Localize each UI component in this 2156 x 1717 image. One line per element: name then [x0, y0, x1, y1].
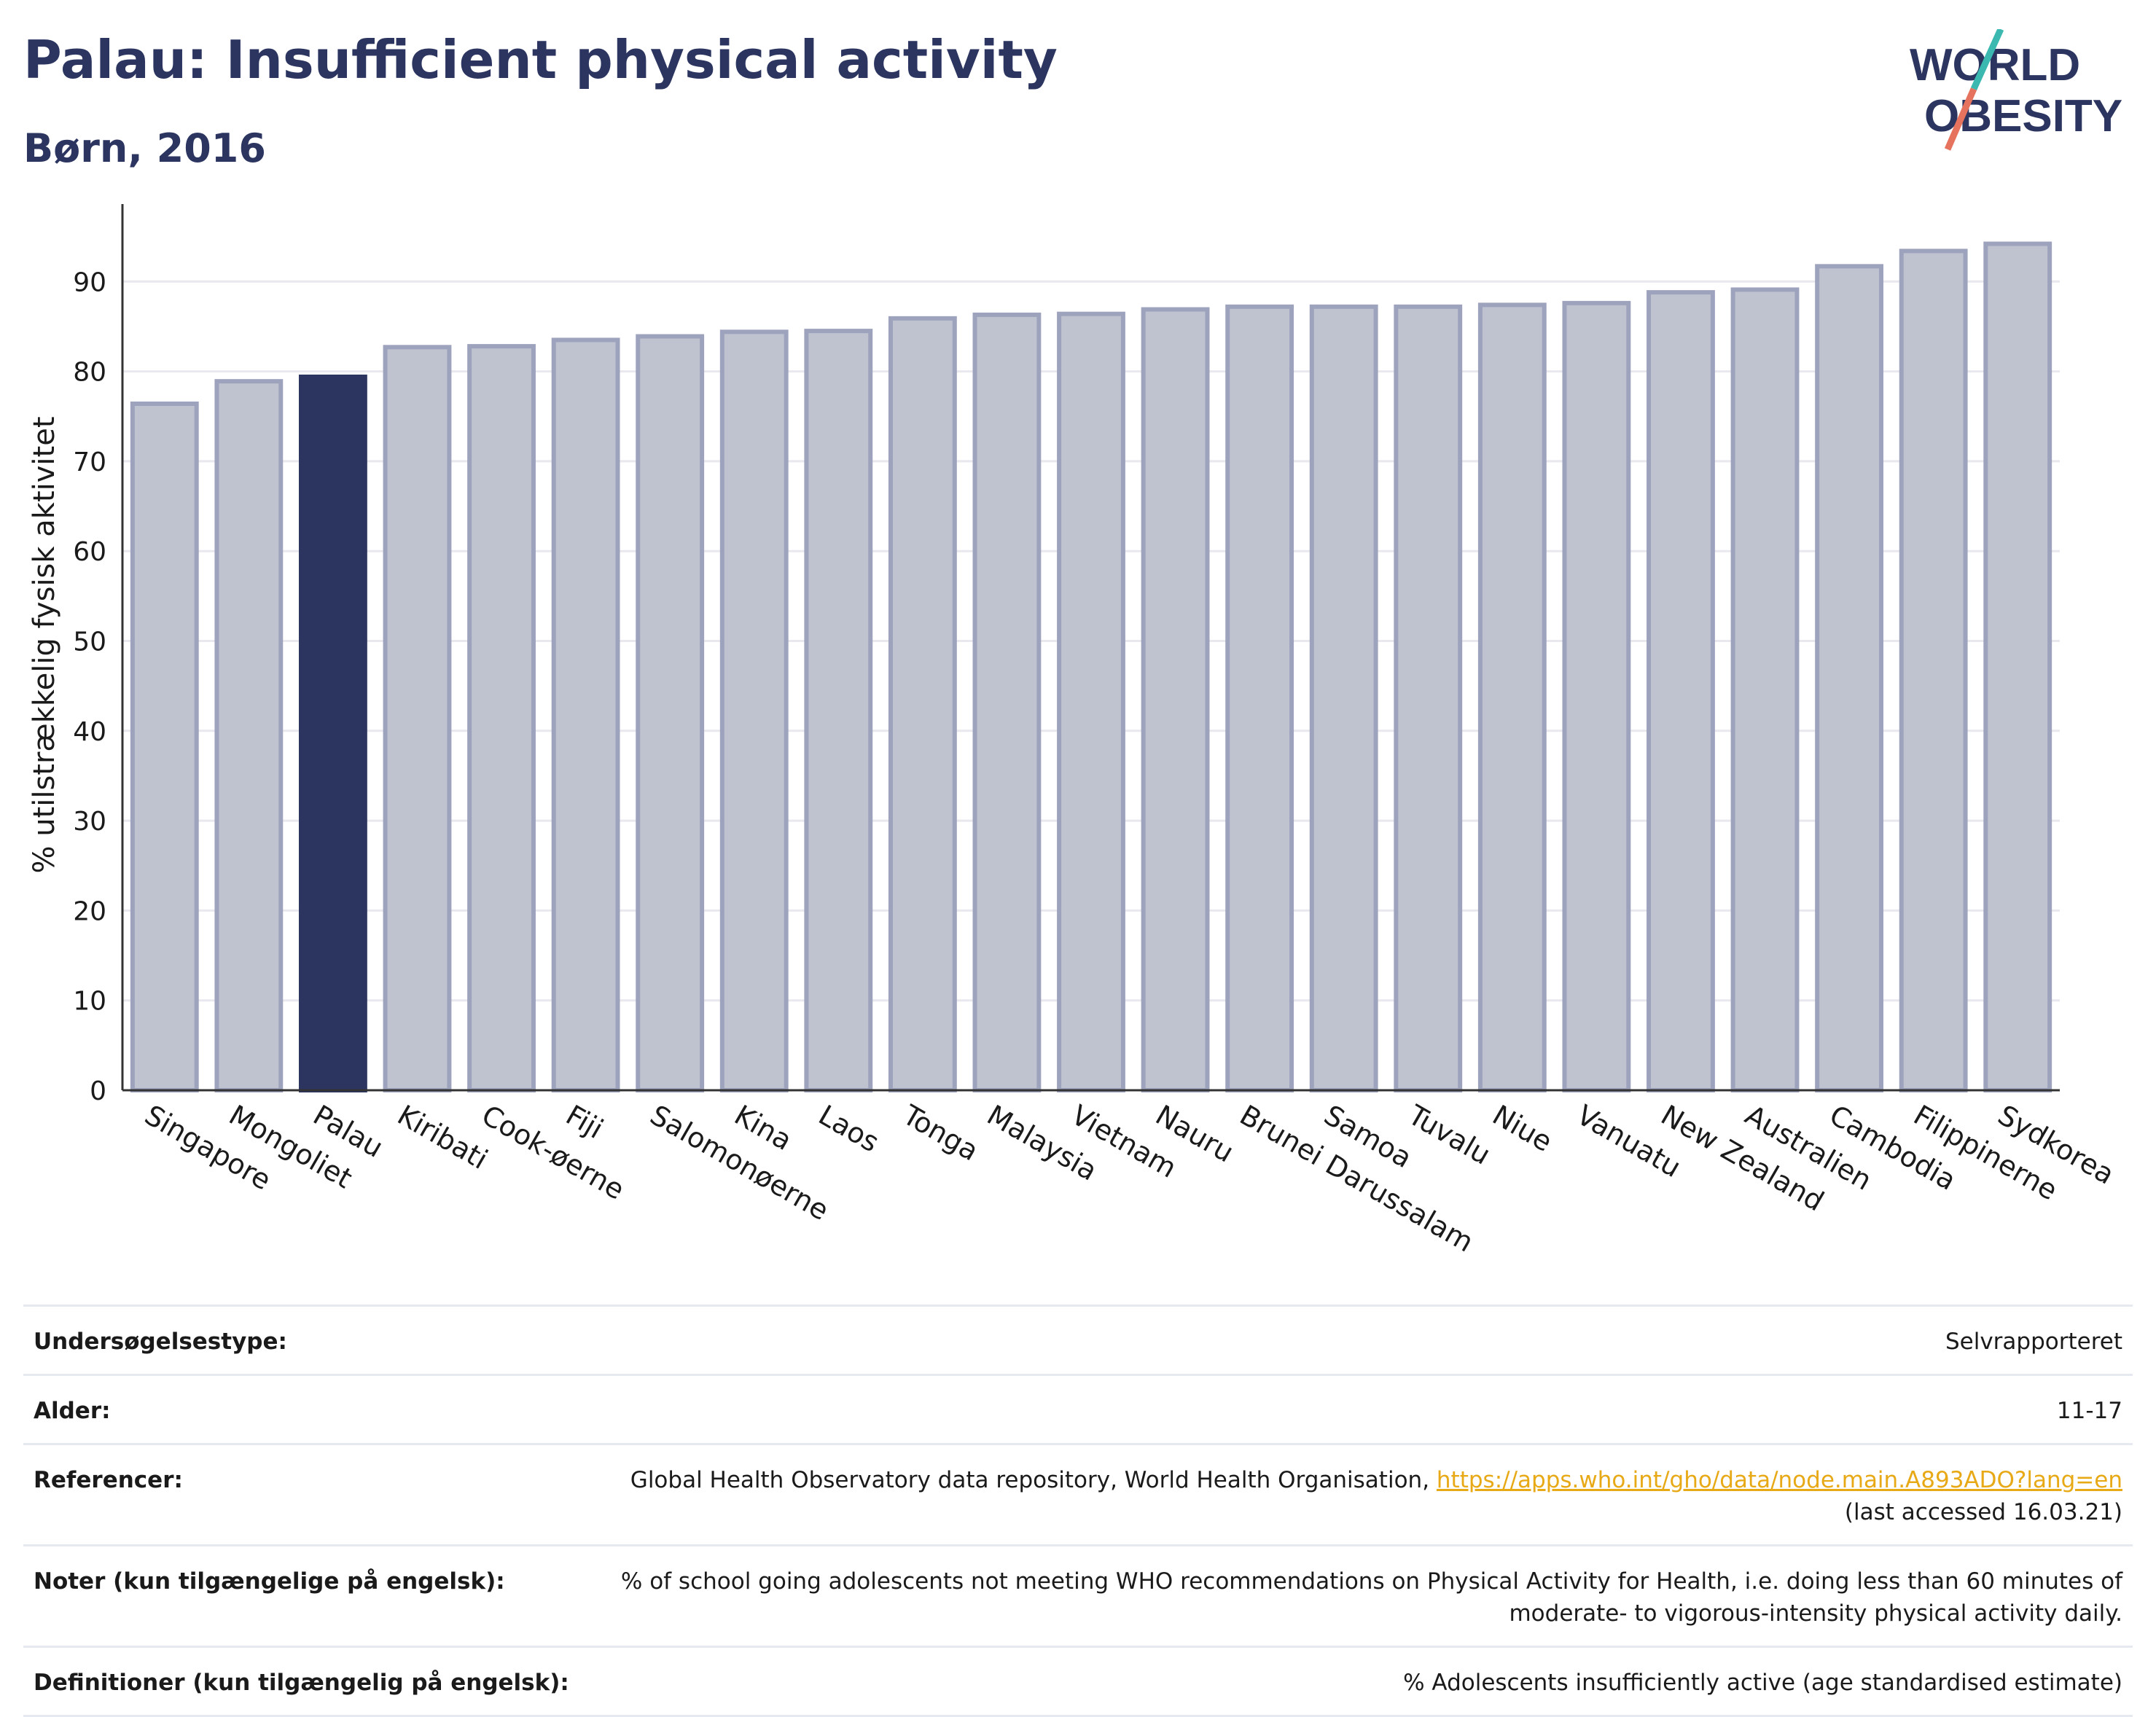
info-value: Selvrapporteret	[287, 1326, 2122, 1358]
y-tick-label: 30	[73, 807, 106, 837]
info-table: Undersøgelsestype: Selvrapporteret Alder: 1…	[23, 1305, 2133, 1717]
y-tick-label: 0	[90, 1076, 106, 1106]
bar	[214, 379, 284, 1092]
logo-slash-red	[1944, 87, 1977, 151]
info-value: % Adolescents insufficiently active (age…	[569, 1667, 2122, 1699]
info-value-text: % of school going adolescents not meetin…	[620, 1568, 2122, 1627]
bar	[1141, 307, 1210, 1092]
bar	[1477, 302, 1547, 1092]
info-label: Noter (kun tilgængelige på engelsk):	[34, 1568, 505, 1595]
x-tick-label: Tuvalu	[1402, 1098, 1496, 1171]
bars	[130, 241, 2053, 1093]
bar	[719, 329, 789, 1092]
info-label: Alder:	[34, 1398, 111, 1424]
bar	[1899, 249, 1968, 1093]
bar	[298, 375, 367, 1092]
x-tick-label: Niue	[1487, 1099, 1558, 1158]
info-value: % of school going adolescents not meetin…	[505, 1565, 2122, 1630]
info-row: Noter (kun tilgængelige på engelsk): % of…	[23, 1544, 2133, 1646]
x-tick-label: Cook-øerne	[477, 1099, 630, 1206]
y-tick-labels: 0 10 20 30 40 50 60 70 80 90	[73, 267, 106, 1106]
bar	[1730, 287, 1800, 1093]
info-row: Alder: 11-17	[23, 1374, 2133, 1443]
bar	[888, 316, 957, 1093]
info-value-text: Selvrapporteret	[1945, 1329, 2122, 1355]
y-tick-label: 50	[73, 627, 106, 657]
bar	[383, 345, 452, 1093]
info-value-note: (last accessed 16.03.21)	[1844, 1499, 2122, 1525]
bar	[1225, 304, 1294, 1092]
y-tick-label: 40	[73, 717, 106, 747]
info-value: Global Health Observatory data repositor…	[183, 1464, 2122, 1528]
x-tick-label: Tonga	[897, 1098, 984, 1167]
y-tick-label: 20	[73, 896, 106, 926]
y-tick-label: 80	[73, 358, 106, 388]
bar	[636, 334, 705, 1093]
info-row: Referencer: Global Health Observatory dat…	[23, 1443, 2133, 1544]
info-value-text: Global Health Observatory data repositor…	[630, 1467, 1437, 1493]
bar	[551, 337, 620, 1092]
bar	[1394, 304, 1463, 1092]
y-tick-label: 60	[73, 537, 106, 567]
x-tick-label: Fiji	[561, 1099, 609, 1145]
y-axis-label: % utilstrækkelig fysisk aktivitet	[28, 416, 61, 873]
info-value-text: % Adolescents insufficiently active (age…	[1403, 1670, 2122, 1696]
bar-chart: 0 10 20 30 40 50 60 70 80 90 SingaporeMongolietPa…	[28, 204, 2120, 1259]
bar	[804, 329, 873, 1093]
info-row: Undersøgelsestype: Selvrapporteret	[23, 1305, 2133, 1374]
info-value-text: 11-17	[2056, 1398, 2122, 1424]
bar	[130, 401, 199, 1092]
info-label: Definitioner (kun tilgængelig på engelsk…	[34, 1670, 569, 1696]
info-value: 11-17	[111, 1395, 2122, 1427]
world-obesity-logo: WORLD OBESITY	[1910, 29, 2122, 151]
info-row: Definitioner (kun tilgængelig på engelsk…	[23, 1646, 2133, 1717]
page-subtitle: Børn, 2016	[23, 125, 266, 171]
bar	[1647, 290, 1715, 1093]
page-title: Palau: Insufficient physical activity	[23, 29, 1058, 90]
bar	[1562, 300, 1631, 1093]
reference-link[interactable]: https://apps.who.int/gho/data/node.main.…	[1436, 1467, 2122, 1493]
y-tick-label: 10	[73, 987, 106, 1017]
bar	[1309, 304, 1378, 1092]
x-tick-label: Kiribati	[392, 1099, 493, 1176]
axes	[121, 204, 2060, 1092]
logo-slash-teal	[1970, 29, 2004, 90]
bar	[1815, 264, 1884, 1092]
y-tick-label: 70	[73, 447, 106, 477]
x-tick-label: Laos	[813, 1099, 885, 1159]
bar	[1983, 241, 2053, 1093]
info-label: Referencer:	[34, 1467, 183, 1493]
bar	[1057, 311, 1125, 1092]
bar	[467, 344, 536, 1092]
y-tick-label: 90	[73, 267, 106, 297]
bar	[972, 312, 1042, 1092]
info-label: Undersøgelsestype:	[34, 1329, 287, 1355]
